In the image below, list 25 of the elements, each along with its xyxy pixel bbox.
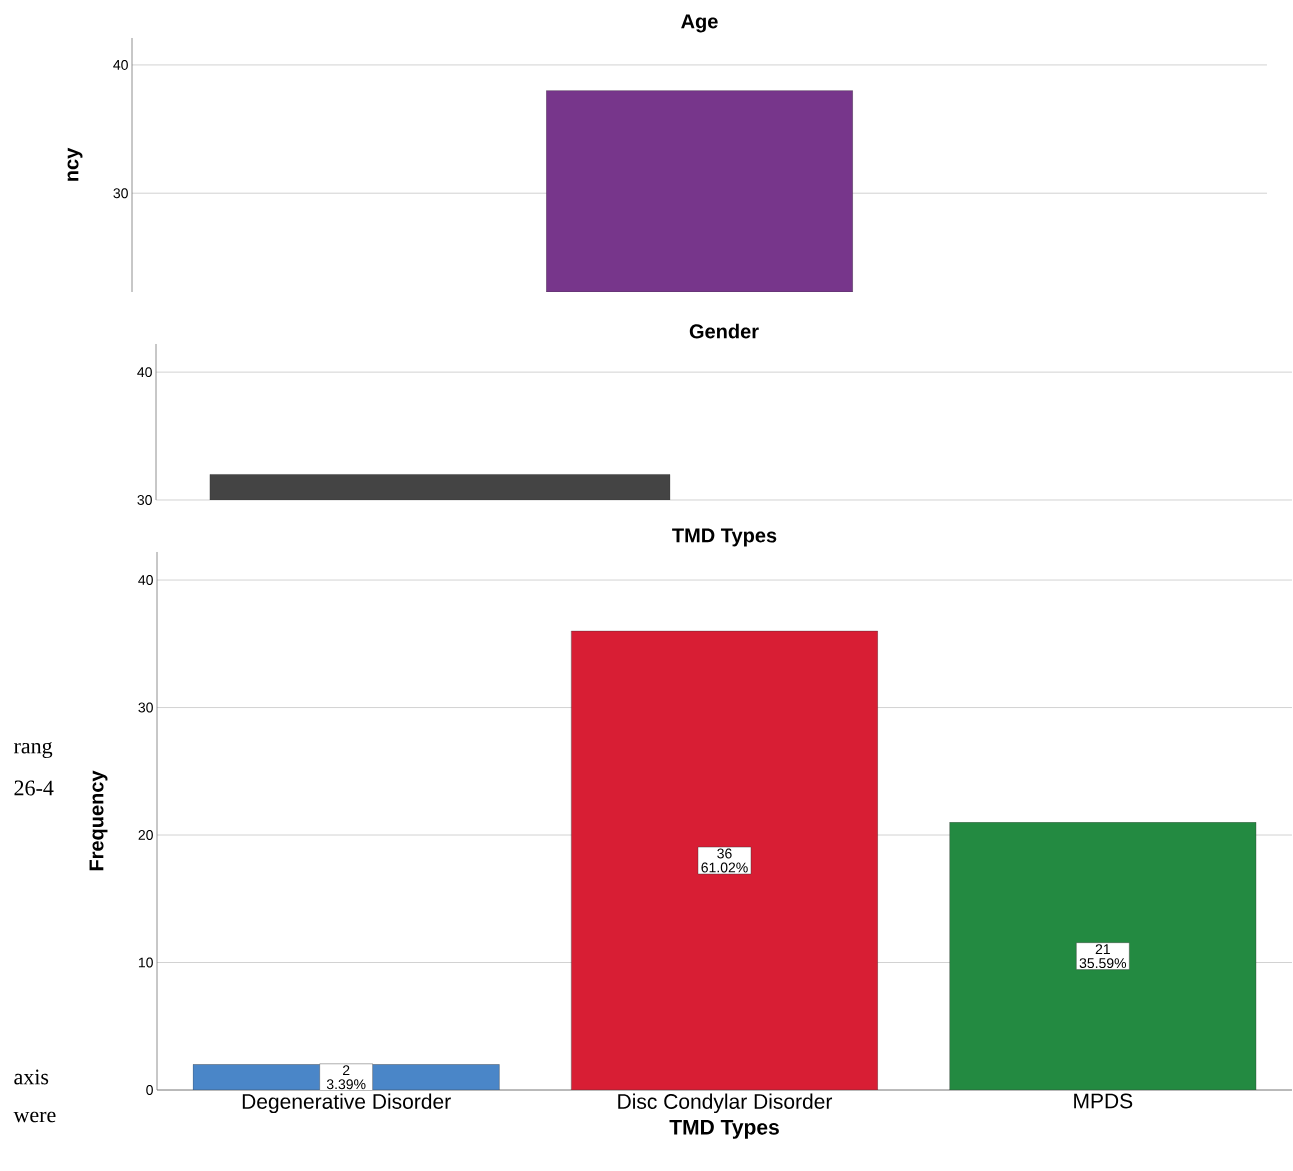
y-tick-label: 30 [137, 495, 152, 505]
data-label: 36 61.02% [701, 848, 748, 873]
text: axis [14, 1069, 49, 1085]
x-tick-label: Disc Condylar Disorder [618, 1093, 833, 1114]
data-label: 2 3.39% [326, 1065, 366, 1090]
y-tick-label: 20 [138, 830, 153, 840]
y-tick-label: 30 [113, 188, 128, 199]
y-axis-title: ncy [67, 147, 83, 181]
y-tick-label: 40 [138, 575, 153, 586]
text: were [13, 1111, 56, 1123]
y-tick-label: 40 [113, 59, 128, 70]
y-tick-label: 30 [138, 702, 153, 713]
y-tick-label: 0 [146, 1085, 153, 1095]
chart-title: TMD Types [672, 528, 777, 547]
x-tick-label: Degenerative Disorder [242, 1093, 451, 1114]
data-label: 21 35.59% [1079, 944, 1127, 969]
x-axis-title: TMD Types [669, 1119, 779, 1139]
chart-title: Gender [689, 323, 759, 339]
chart-title: Age [681, 14, 718, 33]
y-tick-label: 10 [138, 957, 153, 968]
text: rang [13, 741, 53, 759]
y-tick-label: 40 [137, 367, 152, 378]
x-tick-label: MPDS [1074, 1093, 1133, 1109]
y-axis-title: Frequency [89, 770, 108, 871]
text: 26-4 [14, 780, 54, 796]
